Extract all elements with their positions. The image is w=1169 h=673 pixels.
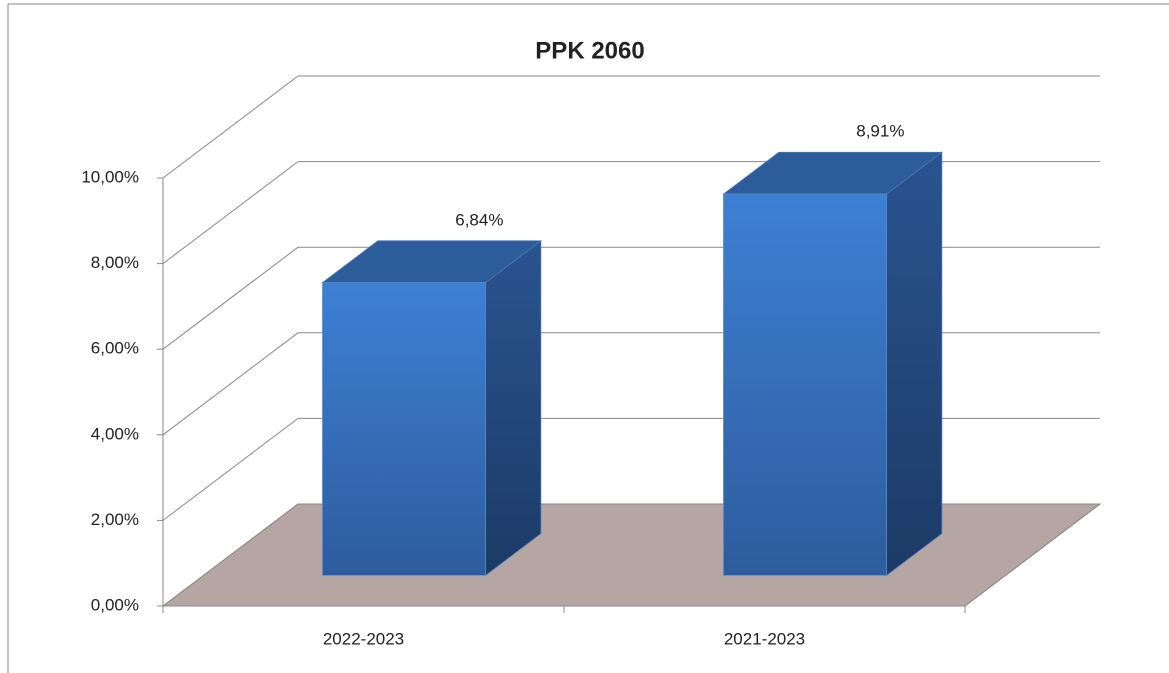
y-tick-label: 4,00% bbox=[91, 424, 139, 443]
y-tick-label: 2,00% bbox=[91, 510, 139, 529]
grid-line bbox=[162, 418, 299, 521]
floor bbox=[161, 503, 1102, 607]
bar bbox=[322, 282, 486, 576]
x-tick-label: 2022-2023 bbox=[323, 629, 404, 648]
y-tick-label: 10,00% bbox=[81, 167, 139, 186]
grid-line bbox=[162, 246, 299, 350]
bar-side bbox=[886, 151, 943, 577]
bar-side bbox=[485, 240, 542, 577]
grid-line bbox=[162, 332, 299, 436]
x-tick-label: 2021-2023 bbox=[724, 629, 805, 648]
grid-line bbox=[162, 161, 299, 264]
grid-line bbox=[162, 75, 299, 179]
floor-edge bbox=[964, 503, 1101, 607]
chart-title: PPK 2060 bbox=[535, 37, 644, 64]
data-label: 8,91% bbox=[856, 122, 904, 141]
data-label: 6,84% bbox=[455, 210, 503, 229]
bar bbox=[723, 193, 887, 576]
y-tick-label: 0,00% bbox=[91, 595, 139, 614]
y-tick-label: 8,00% bbox=[91, 253, 139, 272]
grid-line bbox=[162, 503, 299, 607]
y-tick-label: 6,00% bbox=[91, 339, 139, 358]
